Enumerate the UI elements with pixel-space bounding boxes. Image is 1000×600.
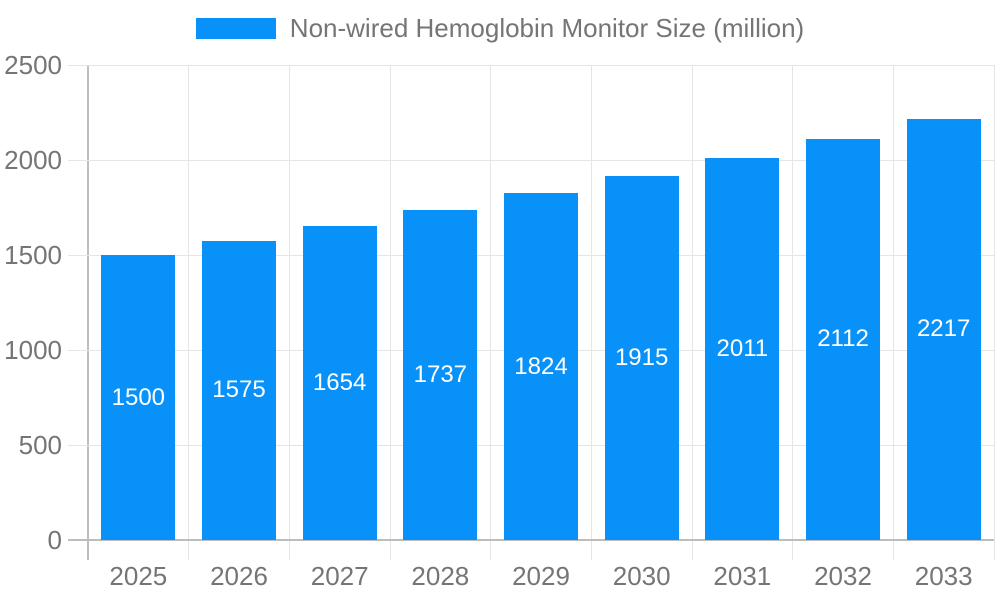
bar-value-label: 1915 — [614, 344, 669, 372]
bar[interactable] — [302, 225, 377, 540]
x-axis-baseline — [68, 539, 994, 541]
bar[interactable] — [806, 138, 880, 540]
vertical-gridline — [691, 65, 693, 560]
y-axis-tick-label: 0 — [47, 525, 62, 555]
x-axis-tick-label: 2030 — [612, 561, 671, 591]
horizontal-gridline — [68, 64, 994, 66]
y-axis-line — [87, 65, 89, 560]
bar[interactable] — [705, 157, 780, 540]
y-axis-tick-label: 1000 — [4, 335, 62, 365]
x-axis-tick-label: 2028 — [411, 561, 470, 591]
chart-legend[interactable]: Non-wired Hemoglobin Monitor Size (milli… — [0, 0, 1000, 56]
vertical-gridline — [892, 65, 894, 560]
bar-value-label: 2217 — [916, 315, 971, 343]
y-axis-tick-label: 1500 — [4, 240, 62, 270]
bar-value-label: 1654 — [312, 368, 367, 396]
y-axis-tick-label: 500 — [18, 430, 62, 460]
bar[interactable] — [906, 118, 981, 540]
bar-value-label: 2112 — [817, 325, 869, 353]
bar[interactable] — [403, 209, 478, 540]
legend-label: Non-wired Hemoglobin Monitor Size (milli… — [289, 13, 805, 43]
bar-value-label: 1500 — [111, 383, 166, 411]
vertical-gridline — [490, 65, 492, 560]
bar-value-label: 2011 — [716, 334, 769, 362]
y-axis-tick-label: 2000 — [4, 145, 62, 175]
y-axis-tick-label: 2500 — [4, 50, 62, 80]
vertical-gridline — [188, 65, 190, 560]
x-axis-tick-label: 2027 — [310, 561, 369, 591]
x-axis-tick-label: 2029 — [512, 561, 570, 591]
x-axis-tick-label: 2033 — [914, 561, 973, 591]
vertical-gridline — [993, 65, 995, 560]
bar-value-label: 1824 — [514, 352, 568, 380]
legend-swatch — [195, 17, 276, 39]
horizontal-gridline — [68, 159, 994, 161]
vertical-gridline — [389, 65, 391, 560]
x-axis-tick-label: 2032 — [814, 561, 872, 591]
bar[interactable] — [101, 255, 176, 540]
bar[interactable] — [504, 193, 578, 540]
bar-value-label: 1575 — [212, 376, 266, 404]
bar[interactable] — [604, 176, 679, 540]
x-axis-tick-label: 2026 — [210, 561, 268, 591]
vertical-gridline — [288, 65, 290, 560]
bar-value-label: 1737 — [413, 360, 468, 388]
vertical-gridline — [590, 65, 592, 560]
x-axis-tick-label: 2031 — [713, 561, 772, 591]
vertical-gridline — [792, 65, 794, 560]
bar[interactable] — [202, 240, 276, 540]
x-axis-tick-label: 2025 — [109, 561, 168, 591]
